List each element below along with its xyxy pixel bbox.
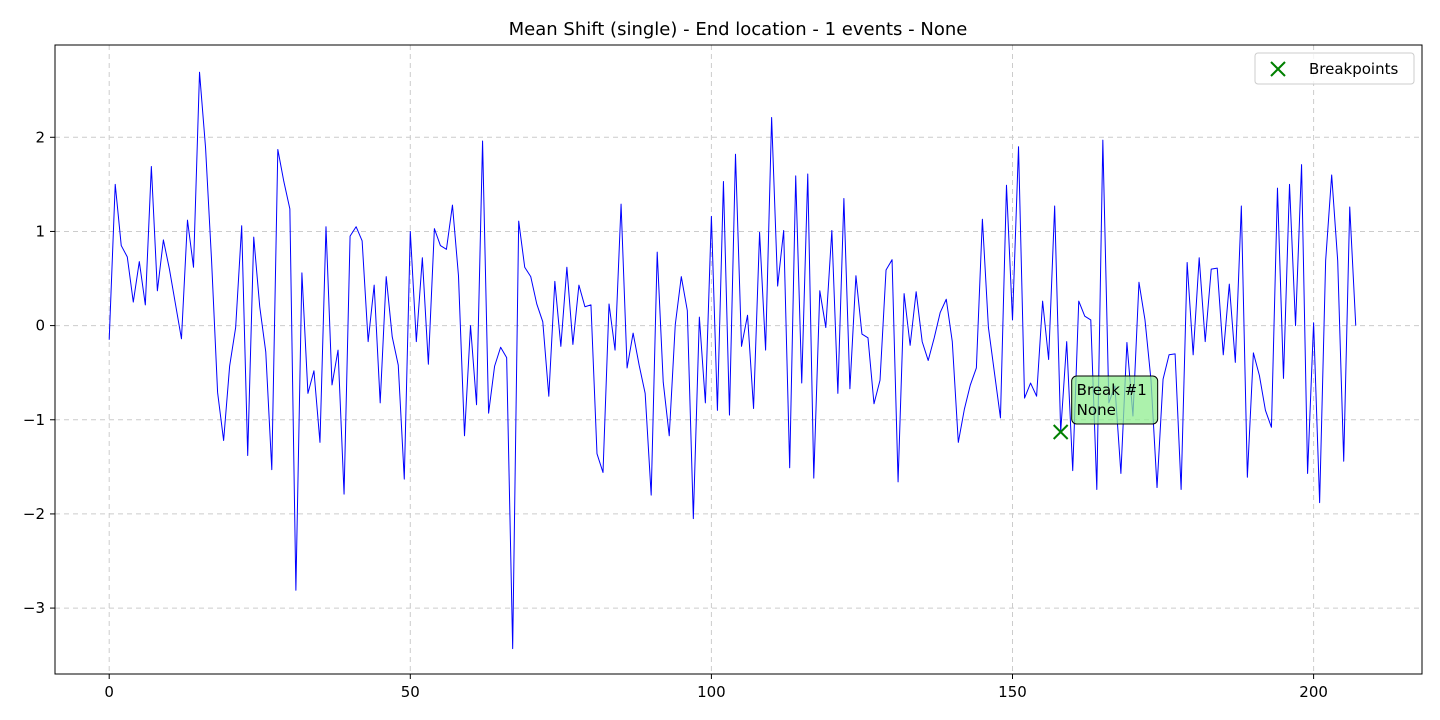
- x-tick-label: 150: [998, 683, 1027, 701]
- annotation-title: Break #1: [1077, 381, 1147, 399]
- annotation-value: None: [1077, 401, 1116, 419]
- axes: 0 50 100 150 200 −3 −2 −1 0 1 2: [23, 128, 1328, 701]
- y-tick-label: 1: [35, 222, 45, 240]
- x-tick-label: 200: [1299, 683, 1328, 701]
- y-tick-label: −2: [23, 505, 45, 523]
- series-line: [108, 71, 1357, 650]
- legend-x-marker-icon: [1270, 61, 1286, 77]
- legend-box: [1254, 52, 1415, 85]
- plot-frame: [54, 44, 1423, 675]
- annotation-layer: Break #1 None: [1071, 375, 1159, 425]
- legend: Breakpoints: [1254, 52, 1415, 85]
- y-tick-label: 2: [35, 128, 45, 146]
- x-tick-label: 100: [697, 683, 726, 701]
- series-layer: [108, 71, 1357, 650]
- x-tick-label: 0: [104, 683, 114, 701]
- y-tick-label: −3: [23, 599, 45, 617]
- breakpoint-layer: [1052, 424, 1069, 440]
- grid: [55, 45, 1422, 674]
- breakpoint-marker: [1052, 424, 1069, 440]
- chart-title: Mean Shift (single) - End location - 1 e…: [509, 19, 968, 40]
- legend-label: Breakpoints: [1309, 60, 1398, 78]
- y-tick-label: 0: [35, 317, 45, 335]
- annotation-box: [1071, 375, 1159, 425]
- y-tick-label: −1: [23, 411, 45, 429]
- x-tick-label: 50: [401, 683, 420, 701]
- breakpoint-annotation: Break #1 None: [1071, 375, 1159, 425]
